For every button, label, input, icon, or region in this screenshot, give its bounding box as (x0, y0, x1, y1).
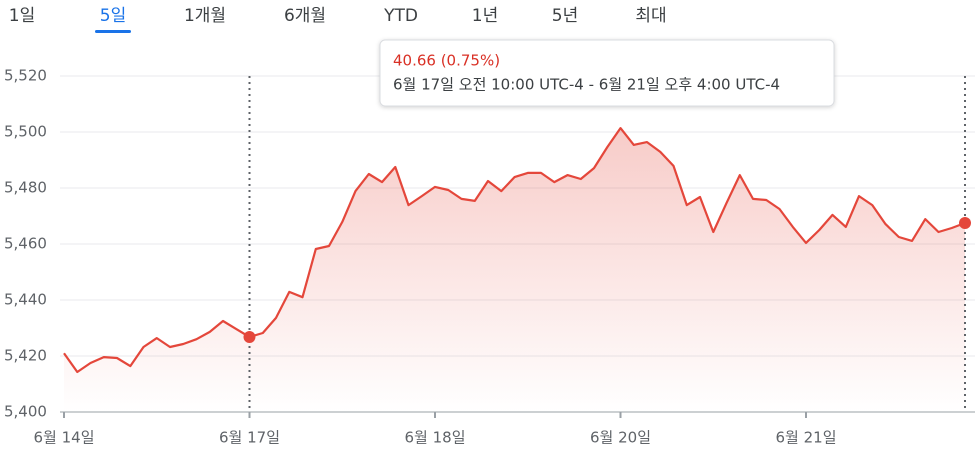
selection-point (243, 330, 256, 343)
area (64, 128, 965, 412)
y-tick-label: 5,520 (4, 67, 47, 85)
tooltip-box (379, 39, 835, 107)
y-tick-label: 5,480 (4, 179, 47, 197)
tooltip-range: 6월 17일 오전 10:00 UTC-4 - 6월 21일 오후 4:00 U… (393, 76, 780, 94)
price-line (63, 127, 966, 374)
x-tick-label: 6월 20일 (590, 429, 651, 447)
y-tick-label: 5,420 (4, 347, 47, 365)
tooltip: 40.66 (0.75%) 6월 17일 오전 10:00 UTC-4 - 6월… (379, 39, 835, 107)
y-tick-label: 5,440 (4, 291, 47, 309)
range-tab[interactable]: 1일 (9, 6, 35, 26)
x-tick-label: 6월 17일 (219, 429, 280, 447)
x-tick-label: 6월 14일 (34, 429, 95, 447)
y-tick-label: 5,460 (4, 235, 47, 253)
range-tab[interactable]: 6개월 (284, 6, 326, 26)
range-tab[interactable]: 1개월 (184, 6, 226, 26)
range-tab[interactable]: 최대 (635, 6, 666, 26)
y-tick-label: 5,500 (4, 123, 47, 141)
plot (63, 76, 971, 412)
range-tab[interactable]: YTD (383, 6, 418, 26)
tooltip-change: 40.66 (0.75%) (393, 52, 500, 70)
range-tab[interactable]: 1년 (472, 6, 498, 26)
tab-underline (95, 30, 131, 33)
x-tick-label: 6월 21일 (776, 429, 837, 447)
x-tick-label: 6월 18일 (405, 429, 466, 447)
range-tabs: 1일 5일 1개월 6개월 YTD 1년 5년 최대 (9, 6, 667, 33)
y-tick-label: 5,400 (4, 403, 47, 421)
range-tab[interactable]: 5일 (100, 6, 126, 26)
selection-point (959, 217, 971, 229)
range-tab[interactable]: 5년 (552, 6, 578, 26)
